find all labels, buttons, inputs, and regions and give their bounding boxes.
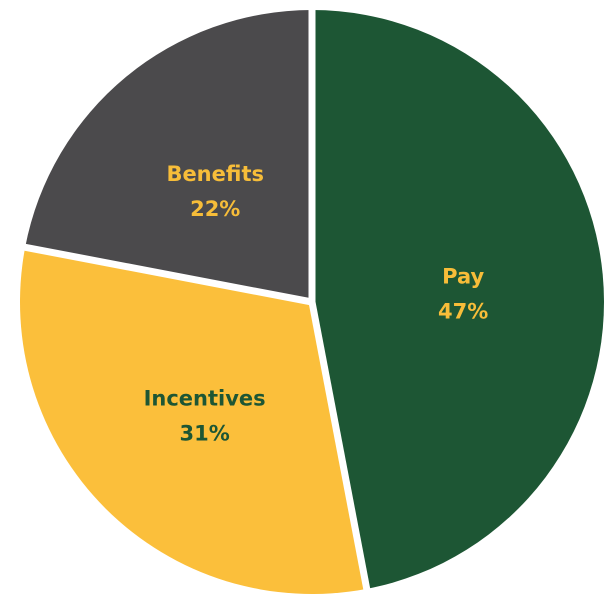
- pie-label-name: Pay: [442, 265, 484, 289]
- pie-slice-benefits: [25, 10, 313, 302]
- pie-label-name: Incentives: [144, 386, 266, 410]
- slice-separator: [308, 301, 371, 594]
- pie-labels: Pay 47% Incentives 31% Benefits 22%: [144, 162, 489, 445]
- pie-label-pay: Pay 47%: [438, 265, 488, 324]
- pie-label-name: Benefits: [166, 162, 264, 186]
- pie-label-benefits: Benefits 22%: [166, 162, 264, 221]
- pie-slice-pay: [312, 10, 605, 589]
- pie-slice-incentives: [19, 247, 367, 594]
- pie-slices: [19, 6, 605, 594]
- pie-label-value: 31%: [180, 421, 230, 445]
- pie-label-value: 22%: [190, 197, 240, 221]
- pie-label-incentives: Incentives 31%: [144, 386, 266, 445]
- slice-separator: [20, 243, 313, 306]
- pie-label-value: 47%: [438, 300, 488, 324]
